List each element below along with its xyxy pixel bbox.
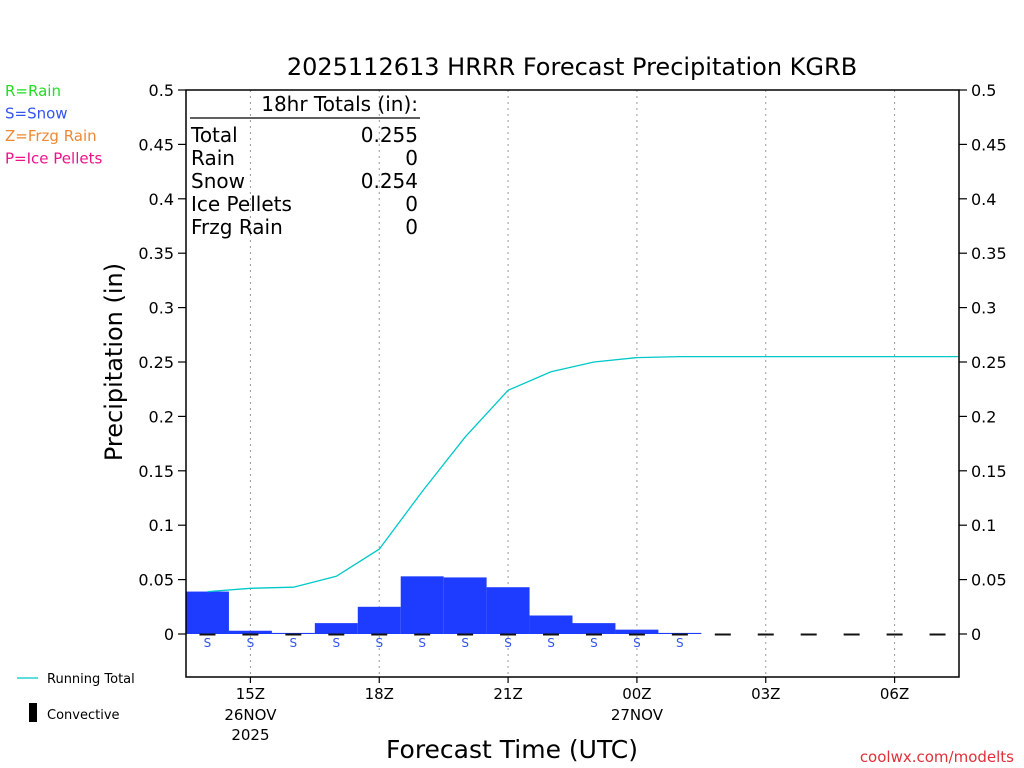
x-tick-label: 03Z [751,685,780,703]
x-tick-label: 00Z [622,685,651,703]
x-axis-label: Forecast Time (UTC) [386,735,638,764]
precip-bars [186,576,702,634]
plot-frame [185,89,960,678]
y-tick-label-left: 0.5 [149,81,174,100]
y-tick-label-left: 0.05 [138,571,174,590]
ptype-marker-21: S [504,636,512,650]
y-tick-label-right: 0.25 [971,353,1007,372]
totals-box: 18hr Totals (in): Total 0.255 Rain 0 Snow 0.2… [190,92,420,239]
totals-row-label: Snow [191,169,245,193]
ptype-marker-14: S [204,636,212,650]
y-tick-label-left: 0.2 [149,407,174,426]
ptype-marker-20: S [461,636,469,650]
y-tick-label-left: 0.15 [138,462,174,481]
chart-title: 2025112613 HRRR Forecast Precipitation K… [287,53,857,81]
precip-bar-24 [615,629,659,634]
precip-bar-14 [186,591,229,634]
ptype-legend: R=Rain S=Snow Z=Frzg Rain P=Ice Pellets [5,82,102,168]
totals-heading: 18hr Totals (in): [261,92,418,116]
ptype-legend-item: R=Rain [5,82,61,100]
totals-row-label: Frzg Rain [191,215,283,239]
ptype-marker-19: S [418,636,426,650]
totals-row-value: 0.254 [361,169,418,193]
ptype-legend-item: Z=Frzg Rain [5,127,97,145]
y-tick-label-right: 0.3 [971,299,996,318]
totals-row-value: 0 [405,215,418,239]
x-tick-label: 18Z [365,685,394,703]
precip-bar-19 [400,576,444,634]
precip-bar-21 [486,587,530,634]
y-tick-label-left: 0.3 [149,299,174,318]
x-axis-ticks: 15Z 26NOV 2025 18Z 21Z 00Z 27NOV 03Z 06Z [224,677,909,744]
y-tick-label-right: 0.5 [971,81,996,100]
series-legend: Running Total Convective [17,672,135,723]
ptype-marker-17: S [332,636,340,650]
running-total-line [207,355,959,593]
y-tick-label-left: 0.1 [149,516,174,535]
precip-bar-25 [658,632,702,634]
ptype-marker-18: S [375,636,383,650]
precip-bar-23 [572,623,616,634]
x-tick-label: 21Z [493,685,522,703]
x-tick-sublabel: 2025 [231,726,269,744]
ptype-marker-23: S [590,636,598,650]
y-tick-label-left: 0.25 [138,353,174,372]
precip-bar-22 [529,615,573,634]
totals-row-label: Rain [191,146,235,170]
y-axis-label: Precipitation (in) [100,263,128,461]
ptype-marker-22: S [547,636,555,650]
totals-row-label: Total [190,123,238,147]
ptype-marker-15: S [247,636,255,650]
x-tick-sublabel: 26NOV [224,706,277,724]
ptype-marker-24: S [633,636,641,650]
x-tick-label: 15Z [236,685,265,703]
y-tick-label-left: 0.35 [138,244,174,263]
watermark: coolwx.com/modelts [860,748,1014,766]
precip-bar-17 [314,623,358,634]
y-tick-label-right: 0.45 [971,135,1007,154]
y-tick-label-right: 0.4 [971,190,996,209]
y-tick-label-right: 0.05 [971,571,1007,590]
ptype-legend-item: S=Snow [5,105,68,123]
vertical-gridlines [249,90,896,677]
ptype-marker-16: S [290,636,298,650]
x-tick-label: 06Z [880,685,909,703]
x-tick-sublabel: 27NOV [611,706,664,724]
y-tick-label-right: 0 [971,625,981,644]
y-tick-label-left: 0.45 [138,135,174,154]
y-tick-label-right: 0.35 [971,244,1007,263]
y-tick-label-right: 0.2 [971,407,996,426]
precip-bar-16 [271,632,315,634]
y-tick-label-left: 0.4 [149,190,174,209]
ptype-legend-item: P=Ice Pellets [5,150,102,168]
ptype-marker-25: S [676,636,684,650]
totals-row-label: Ice Pellets [191,192,292,216]
convective-legend-label: Convective [47,708,120,723]
totals-row-value: 0 [405,192,418,216]
totals-row-value: 0.255 [361,123,418,147]
precip-bar-18 [357,606,401,634]
y-tick-label-left: 0 [164,625,174,644]
precip-bar-20 [443,577,487,634]
convective-legend-swatch [29,703,37,722]
precip-bar-15 [228,630,272,634]
y-tick-label-right: 0.1 [971,516,996,535]
totals-row-value: 0 [405,146,418,170]
y-tick-label-right: 0.15 [971,462,1007,481]
y-axis-ticks: 0.5 0.5 0.45 0.45 0.4 0.4 0.35 0.35 0.3 0.3 0.25 0.… [138,81,1006,644]
running-total-legend-label: Running Total [47,672,135,687]
